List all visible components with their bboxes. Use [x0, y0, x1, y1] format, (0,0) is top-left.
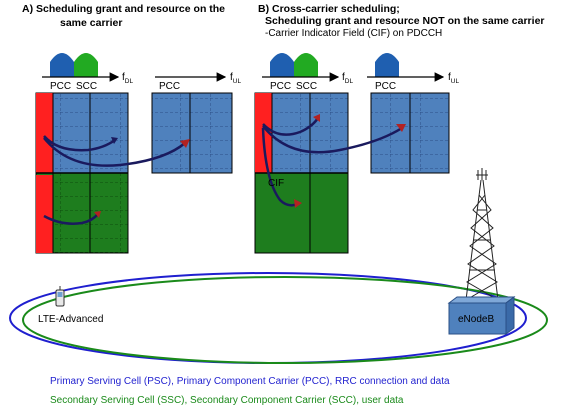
panel-b-title-line3: -Carrier Indicator Field (CIF) on PDCCH — [265, 28, 442, 39]
panel-a-dl-spectrum: PCC SCC fDL — [42, 53, 133, 92]
scc-carrier-hump — [74, 53, 98, 77]
f-dl-label: fDL — [122, 72, 133, 85]
pcc-carrier-hump — [50, 53, 74, 77]
pcc-label: PCC — [50, 81, 71, 92]
ue-label: LTE-Advanced — [38, 314, 103, 325]
panel-a-ul-spectrum: PCC fUL — [155, 72, 241, 92]
cif-label: CIF — [268, 178, 284, 189]
pcc-ul-carrier-hump — [375, 53, 399, 77]
enodeb-label: eNodeB — [458, 314, 494, 325]
panel-a-title-line2: same carrier — [60, 17, 122, 29]
panel-b-ul-grid — [371, 93, 449, 173]
enodeb-box: eNodeB — [449, 297, 514, 334]
panel-a-dl-grid — [36, 93, 128, 253]
scc-carrier-hump — [294, 53, 318, 77]
enodeb: eNodeB — [449, 168, 514, 334]
pcc-carrier-hump — [270, 53, 294, 77]
pcc-label: PCC — [270, 81, 291, 92]
antenna-tower-icon — [466, 168, 498, 300]
panel-a: A) Scheduling grant and resource on the … — [22, 3, 241, 253]
panel-b: B) Cross-carrier scheduling; Scheduling … — [255, 3, 545, 253]
panel-b-title-line1: B) Cross-carrier scheduling; — [258, 3, 400, 15]
pcc-ul-label: PCC — [159, 81, 180, 92]
pcc-control-region — [36, 93, 53, 173]
panel-a-ul-grid — [152, 93, 232, 173]
f-ul-label: fUL — [230, 72, 241, 85]
f-ul-label: fUL — [448, 72, 459, 85]
scc-label: SCC — [76, 81, 97, 92]
panel-b-ul-spectrum: PCC fUL — [367, 53, 459, 92]
legend-primary: Primary Serving Cell (PSC), Primary Comp… — [50, 376, 450, 387]
pcc-ul-label: PCC — [375, 81, 396, 92]
lte-advanced-ue: LTE-Advanced — [38, 286, 103, 325]
panel-b-title-line2: Scheduling grant and resource NOT on the… — [265, 15, 545, 27]
scc-control-region — [36, 175, 53, 253]
pcc-ul-resource-block — [152, 93, 232, 173]
f-dl-label: fDL — [342, 72, 353, 85]
panel-b-dl-spectrum: PCC SCC fDL — [262, 53, 353, 92]
scc-label: SCC — [296, 81, 317, 92]
legend-secondary: Secondary Serving Cell (SSC), Secondary … — [50, 395, 404, 406]
panel-a-title-line1: A) Scheduling grant and resource on the — [22, 3, 225, 15]
